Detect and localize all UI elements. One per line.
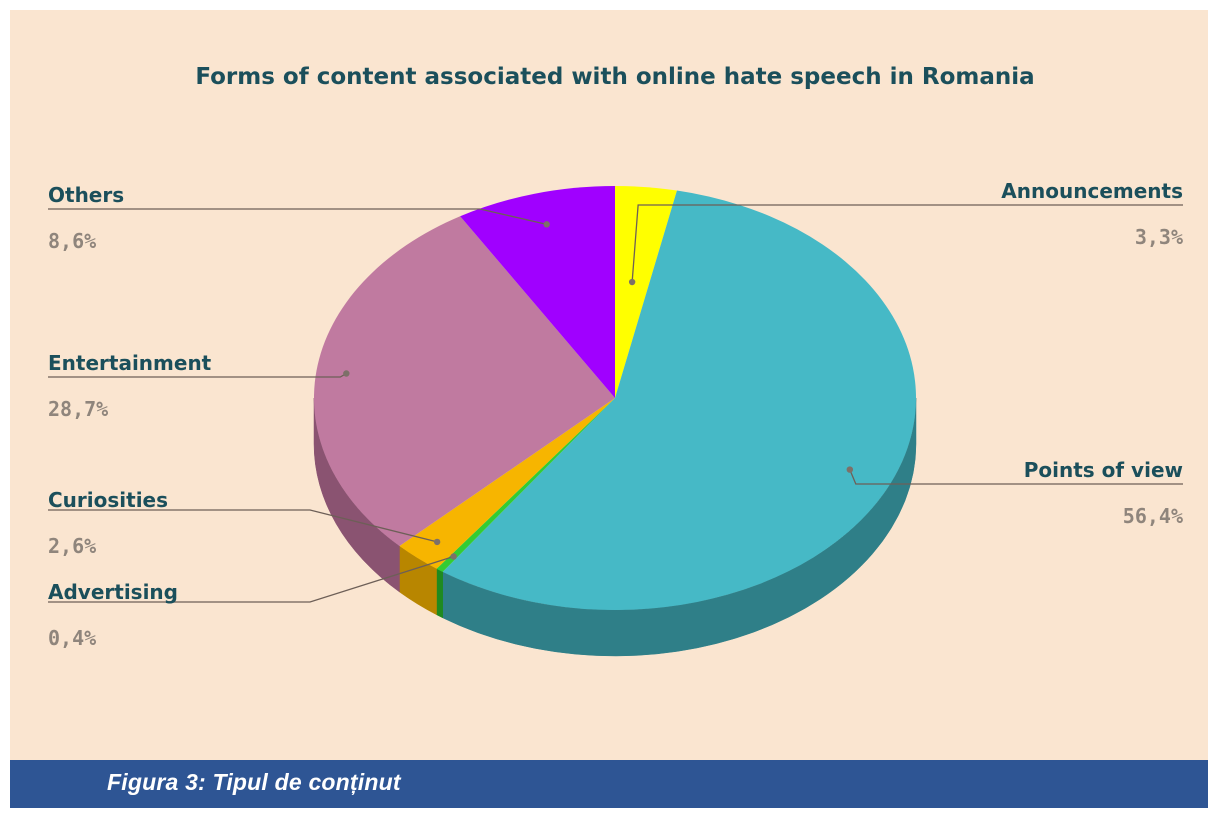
leader-line [631,204,1183,283]
caption-bar: Figura 3: Tipul de conținut [10,760,1208,808]
leader-line [849,469,1183,485]
slice-value-label: 8,6% [48,229,96,253]
slice-label: Advertising [48,580,178,604]
leader-line [48,509,438,543]
figure: Forms of content associated with online … [10,10,1208,808]
slice-others [460,186,615,398]
pie-slices [313,186,917,611]
slice-value-label: 2,6% [48,534,96,558]
leader-dot [628,278,636,286]
slice-side-2 [436,568,443,619]
pie-body [313,397,917,657]
slice-advertising [436,398,615,572]
slice-label: Points of view [1024,458,1183,482]
slice-label: Entertainment [48,351,212,375]
leader-line [48,555,454,603]
slice-value-label: 3,3% [1135,225,1183,249]
slice-value-label: 0,4% [48,626,96,650]
pie-chart: Forms of content associated with online … [48,64,1183,657]
slice-labels: Announcements 3,3% Points of view 56,4% Adve… [48,179,1183,650]
slice-points-of-view [442,190,917,611]
slice-value-label: 56,4% [1123,504,1183,528]
leader-dot [543,221,550,228]
slice-value-label: 28,7% [48,397,108,421]
figure-caption: Figura 3: Tipul de conținut [107,769,401,795]
slice-label: Announcements [1001,179,1183,203]
leader-dot [343,370,350,377]
leader-dot [846,466,854,473]
slice-label: Curiosities [48,488,168,512]
chart-title: Forms of content associated with online … [195,64,1034,90]
leader-line [48,208,547,225]
leader-dot [450,553,457,560]
slice-announcements [615,186,677,398]
slice-curiosities [399,398,615,569]
slice-label: Others [48,183,124,207]
leader-dot [433,538,441,546]
chart-panel: Forms of content associated with online … [10,10,1208,760]
leader-lines [48,204,1183,603]
slice-entertainment [313,216,615,547]
